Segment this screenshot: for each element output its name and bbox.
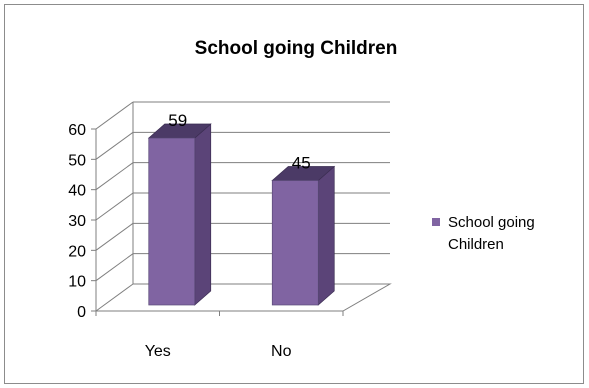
x-axis-ticks: Yes No xyxy=(145,343,292,360)
y-tick-label: 60 xyxy=(68,122,86,139)
bar-no xyxy=(271,165,336,306)
chart-axes xyxy=(91,128,344,316)
y-axis-ticks: 0 10 20 30 40 50 60 xyxy=(68,122,86,321)
legend-label: School going Children xyxy=(448,214,535,253)
gridline-side xyxy=(95,283,134,312)
y-tick-label: 20 xyxy=(68,243,86,260)
gridline-side xyxy=(95,253,134,282)
data-label: 45 xyxy=(292,154,311,173)
y-tick-label: 10 xyxy=(68,274,86,291)
x-tick-label: No xyxy=(271,343,292,360)
bar-front-face xyxy=(271,180,319,306)
gridline-side xyxy=(95,222,134,251)
bar-side-face xyxy=(194,123,212,306)
chart-legend: School going Children xyxy=(432,214,535,253)
chart-bars: 59 45 xyxy=(147,111,336,306)
chart-gridlines xyxy=(95,101,392,312)
chart-title: School going Children xyxy=(195,38,398,59)
legend-label-line1: School going xyxy=(448,214,535,231)
bar-front-face xyxy=(148,137,196,306)
gridline-side xyxy=(95,101,134,130)
x-tick-label: Yes xyxy=(145,343,171,360)
legend-label-line2: Children xyxy=(448,236,504,253)
gridline-side xyxy=(95,162,134,191)
legend-swatch xyxy=(432,218,440,226)
chart-floor xyxy=(96,283,392,312)
data-label: 59 xyxy=(168,111,187,130)
chart-frame: School going Children 0 10 20 30 40 50 60 59 45… xyxy=(4,4,584,384)
y-tick-label: 0 xyxy=(77,304,86,321)
bar-yes xyxy=(147,123,212,306)
gridline-side xyxy=(95,192,134,221)
gridline-side xyxy=(95,131,134,160)
y-tick-label: 40 xyxy=(68,183,86,200)
y-tick-label: 50 xyxy=(68,152,86,169)
bar-side-face xyxy=(317,165,335,306)
bar-chart: School going Children 0 10 20 30 40 50 60 59 45… xyxy=(68,38,535,360)
y-tick-label: 30 xyxy=(68,213,86,230)
